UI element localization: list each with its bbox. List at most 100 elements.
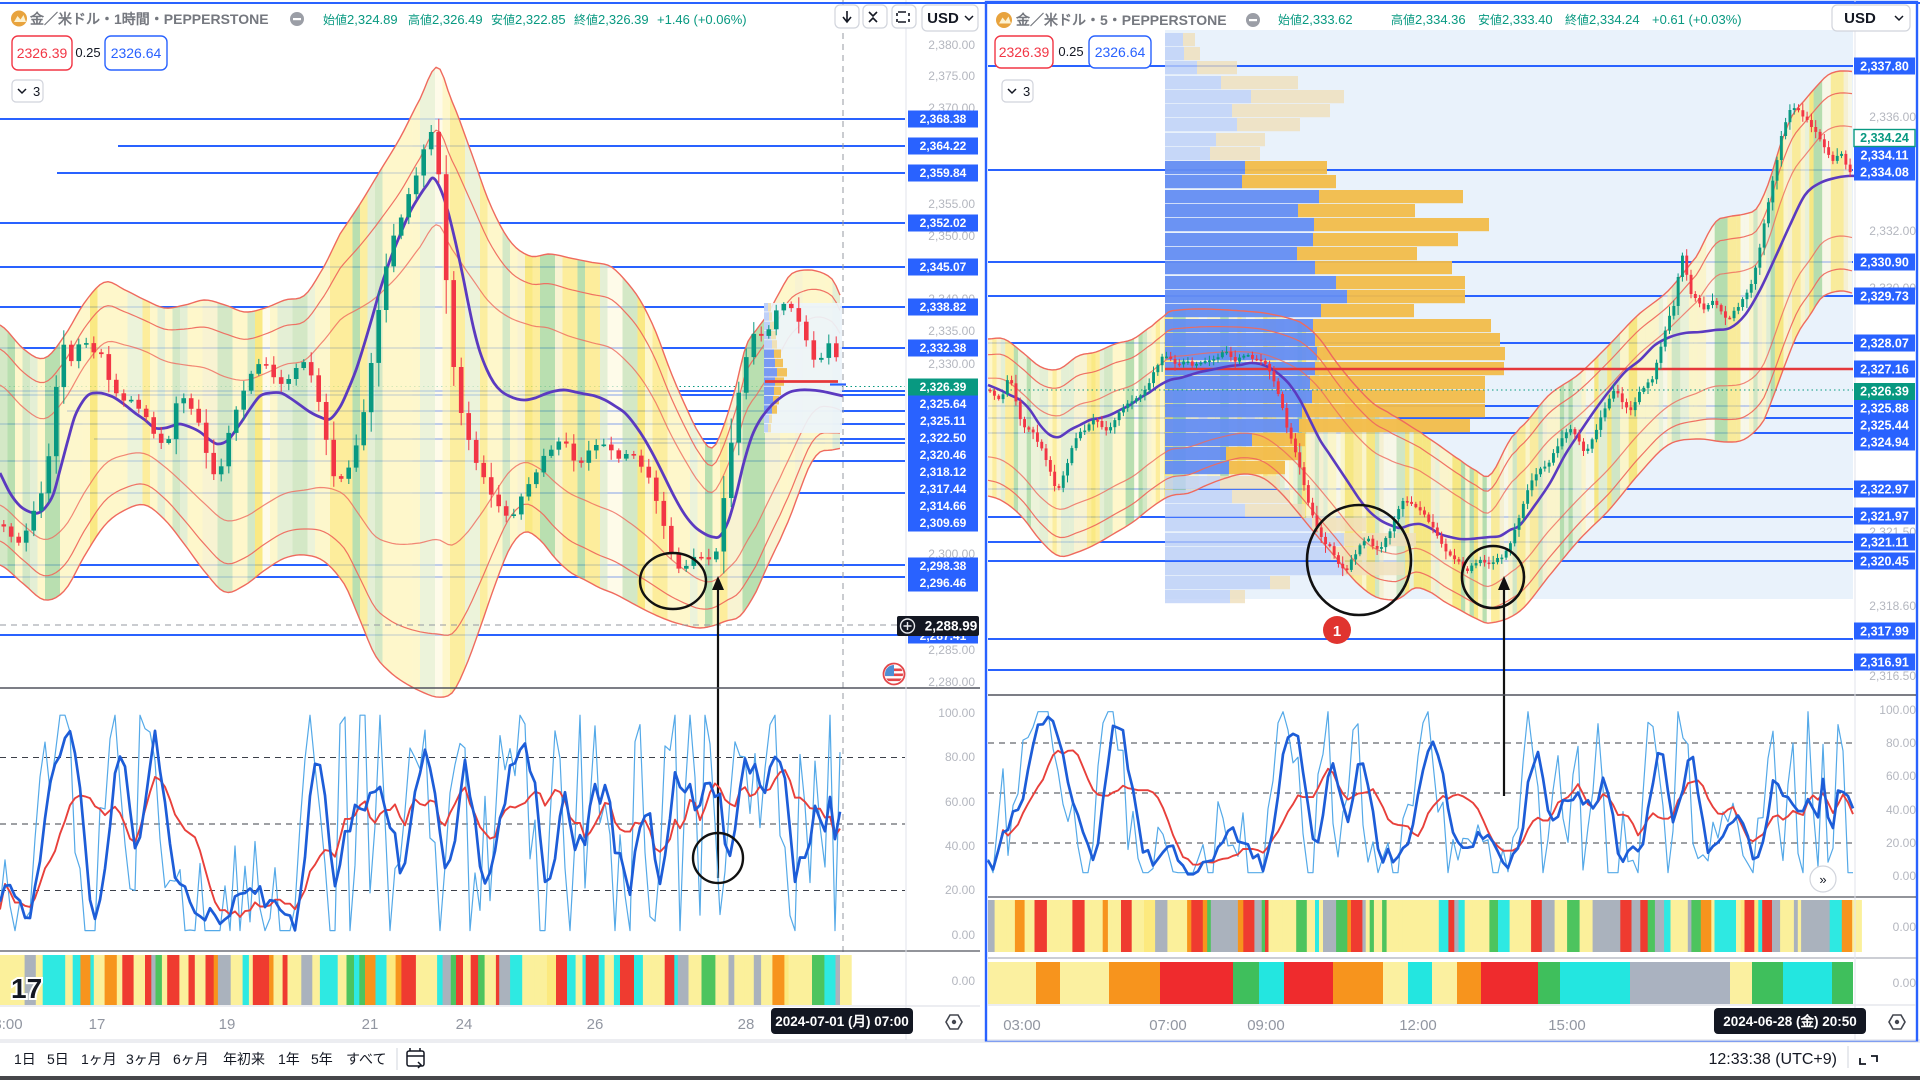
- svg-text:»: »: [1819, 872, 1826, 887]
- svg-text:15:00: 15:00: [1548, 1017, 1586, 1034]
- svg-text:2,325.64: 2,325.64: [920, 397, 967, 411]
- svg-text:5日: 5日: [47, 1051, 69, 1067]
- svg-text:2,321.11: 2,321.11: [1861, 536, 1909, 550]
- svg-text:安値2,333.40: 安値2,333.40: [1478, 12, 1553, 27]
- svg-text:40.00: 40.00: [1886, 803, 1916, 817]
- svg-text:終値2,326.39: 終値2,326.39: [574, 12, 649, 27]
- svg-text:6ヶ月: 6ヶ月: [173, 1051, 209, 1067]
- svg-text:60.00: 60.00: [945, 795, 975, 809]
- svg-text:USD: USD: [1844, 10, 1876, 27]
- svg-text:2,318.60: 2,318.60: [1869, 599, 1916, 613]
- svg-text:すべて: すべて: [346, 1051, 386, 1067]
- svg-text:2326.39: 2326.39: [999, 44, 1050, 60]
- svg-text:2,327.16: 2,327.16: [1860, 363, 1909, 377]
- svg-text:高値2,334.36: 高値2,334.36: [1391, 12, 1466, 27]
- svg-text:2,332.00: 2,332.00: [1869, 224, 1916, 238]
- svg-text:3:00: 3:00: [0, 1016, 23, 1033]
- svg-text:2,368.38: 2,368.38: [920, 112, 967, 126]
- svg-text:0.25: 0.25: [75, 45, 100, 60]
- svg-text:2,322.97: 2,322.97: [1860, 483, 1909, 497]
- svg-text:2,337.80: 2,337.80: [1860, 60, 1909, 74]
- svg-text:80.00: 80.00: [1886, 736, 1916, 750]
- svg-text:2,329.73: 2,329.73: [1860, 290, 1909, 304]
- svg-text:5年: 5年: [311, 1051, 333, 1067]
- svg-text:2,338.82: 2,338.82: [920, 300, 967, 314]
- svg-text:2,334.24: 2,334.24: [1860, 131, 1909, 145]
- svg-text:24: 24: [456, 1016, 473, 1033]
- svg-text:2,296.46: 2,296.46: [920, 576, 967, 590]
- svg-text:金／米ドル・1時間・PEPPERSTONE: 金／米ドル・1時間・PEPPERSTONE: [29, 11, 269, 27]
- svg-text:03:00: 03:00: [1003, 1017, 1041, 1034]
- svg-text:3: 3: [1023, 84, 1030, 99]
- svg-text:+1.46 (+0.06%): +1.46 (+0.06%): [657, 12, 747, 27]
- svg-text:26: 26: [587, 1016, 604, 1033]
- svg-text:12:00: 12:00: [1399, 1017, 1437, 1034]
- svg-text:2,336.00: 2,336.00: [1869, 110, 1916, 124]
- svg-text:2,330.00: 2,330.00: [928, 357, 975, 371]
- svg-text:USD: USD: [927, 10, 959, 27]
- svg-text:0.00: 0.00: [1893, 869, 1917, 883]
- svg-text:終値2,334.24: 終値2,334.24: [1565, 12, 1640, 27]
- svg-text:2,316.50: 2,316.50: [1869, 669, 1916, 683]
- svg-text:0.00: 0.00: [952, 974, 976, 988]
- svg-text:2024-06-28 (金) 20:50: 2024-06-28 (金) 20:50: [1723, 1013, 1857, 1029]
- svg-text:20.00: 20.00: [945, 883, 975, 897]
- svg-text:2,317.44: 2,317.44: [920, 482, 967, 496]
- svg-text:1ヶ月: 1ヶ月: [81, 1051, 117, 1067]
- svg-text:2,352.02: 2,352.02: [920, 216, 967, 230]
- svg-text:2,322.50: 2,322.50: [920, 431, 967, 445]
- svg-text:2,364.22: 2,364.22: [920, 139, 967, 153]
- svg-text:2,330.90: 2,330.90: [1860, 256, 1909, 270]
- svg-text:安値2,322.85: 安値2,322.85: [491, 12, 566, 27]
- svg-text:0.00: 0.00: [952, 928, 976, 942]
- svg-text:2,325.44: 2,325.44: [1860, 419, 1909, 433]
- svg-text:2,280.00: 2,280.00: [928, 675, 975, 689]
- svg-text:0.00: 0.00: [1893, 976, 1917, 990]
- svg-text:+0.61 (+0.03%): +0.61 (+0.03%): [1652, 12, 1742, 27]
- svg-text:2,317.99: 2,317.99: [1860, 625, 1909, 639]
- svg-text:2,334.08: 2,334.08: [1860, 166, 1909, 180]
- svg-text:始値2,324.89: 始値2,324.89: [323, 12, 398, 27]
- svg-text:21: 21: [362, 1016, 379, 1033]
- svg-text:12:33:38 (UTC+9): 12:33:38 (UTC+9): [1708, 1051, 1837, 1068]
- svg-text:2,328.07: 2,328.07: [1860, 337, 1909, 351]
- svg-text:28: 28: [738, 1016, 755, 1033]
- svg-text:2,359.84: 2,359.84: [920, 166, 967, 180]
- svg-text:2,288.99: 2,288.99: [925, 619, 978, 634]
- svg-text:2326.64: 2326.64: [1095, 44, 1146, 60]
- svg-text:100.00: 100.00: [938, 706, 975, 720]
- svg-text:3: 3: [33, 84, 40, 99]
- svg-text:1年: 1年: [278, 1051, 300, 1067]
- svg-text:2,380.00: 2,380.00: [928, 38, 975, 52]
- svg-text:07:00: 07:00: [1149, 1017, 1187, 1034]
- svg-text:2,345.07: 2,345.07: [920, 260, 967, 274]
- svg-text:2,375.00: 2,375.00: [928, 69, 975, 83]
- svg-text:2,325.88: 2,325.88: [1860, 402, 1909, 416]
- svg-text:2,320.46: 2,320.46: [920, 448, 967, 462]
- svg-text:2,332.38: 2,332.38: [920, 341, 967, 355]
- svg-text:80.00: 80.00: [945, 750, 975, 764]
- svg-text:2,334.11: 2,334.11: [1861, 149, 1909, 163]
- svg-text:3ヶ月: 3ヶ月: [126, 1051, 162, 1067]
- svg-text:17: 17: [89, 1016, 106, 1033]
- svg-text:2,320.45: 2,320.45: [1860, 555, 1909, 569]
- svg-text:2,355.00: 2,355.00: [928, 197, 975, 211]
- svg-text:2,285.00: 2,285.00: [928, 643, 975, 657]
- svg-text:2,325.11: 2,325.11: [920, 414, 966, 428]
- svg-text:09:00: 09:00: [1247, 1017, 1285, 1034]
- svg-text:100.00: 100.00: [1879, 703, 1916, 717]
- svg-text:2,321.97: 2,321.97: [1860, 510, 1909, 524]
- svg-text:2326.39: 2326.39: [17, 45, 68, 61]
- svg-text:2024-07-01 (月) 07:00: 2024-07-01 (月) 07:00: [775, 1014, 909, 1029]
- svg-text:2,314.66: 2,314.66: [920, 499, 967, 513]
- svg-text:2,326.39: 2,326.39: [920, 380, 967, 394]
- svg-text:年初来: 年初来: [223, 1051, 265, 1067]
- svg-text:1: 1: [1333, 623, 1341, 640]
- svg-text:2,318.12: 2,318.12: [920, 465, 967, 479]
- svg-text:2,335.00: 2,335.00: [928, 324, 975, 338]
- svg-text:2326.64: 2326.64: [111, 45, 162, 61]
- svg-text:19: 19: [219, 1016, 236, 1033]
- svg-text:40.00: 40.00: [945, 839, 975, 853]
- svg-text:2,350.00: 2,350.00: [928, 229, 975, 243]
- svg-text:高値2,326.49: 高値2,326.49: [408, 12, 483, 27]
